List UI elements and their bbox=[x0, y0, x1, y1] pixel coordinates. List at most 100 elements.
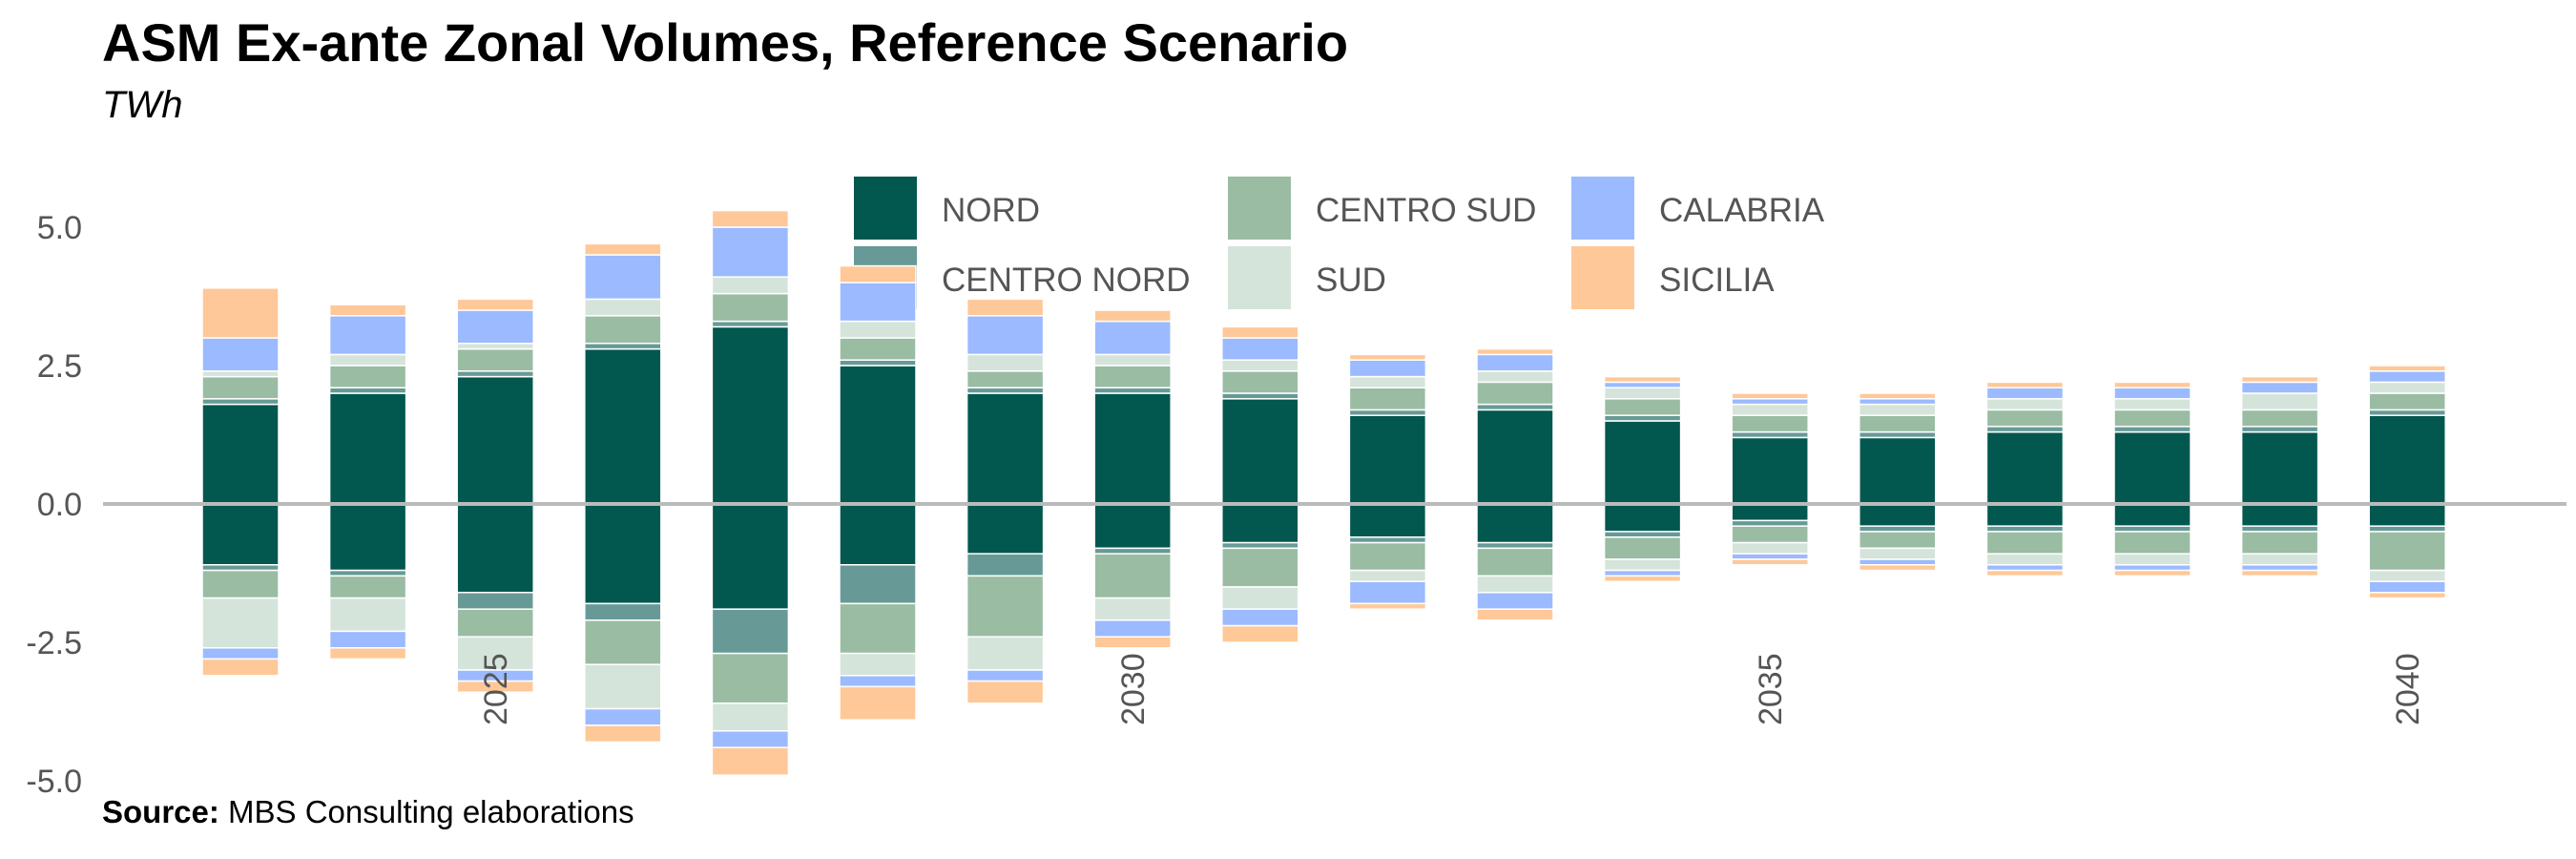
bar-nord-2027-pos bbox=[711, 325, 790, 505]
bar-centro-nord-2039-pos bbox=[2240, 426, 2319, 433]
bar-nord-2034-neg bbox=[1603, 503, 1682, 533]
bar-centro-nord-2037-neg bbox=[1985, 525, 2065, 533]
bar-sicilia-2035-neg bbox=[1731, 558, 1809, 566]
y-tick-label: 5.0 bbox=[37, 210, 82, 246]
bar-sud-2040-pos bbox=[2368, 381, 2446, 394]
bar-centro-nord-2035-neg bbox=[1731, 519, 1809, 527]
bar-nord-2029-pos bbox=[966, 392, 1045, 505]
bar-nord-2031-neg bbox=[1221, 503, 1299, 544]
bar-sicilia-2030-pos bbox=[1093, 309, 1172, 323]
bar-centro-sud-2039-pos bbox=[2240, 409, 2319, 428]
bar-sicilia-2036-pos bbox=[1859, 392, 1937, 400]
bar-sicilia-2036-neg bbox=[1859, 564, 1937, 572]
bar-calabria-2040-pos bbox=[2368, 370, 2446, 384]
bar-centro-sud-2038-pos bbox=[2113, 409, 2192, 428]
bar-centro-nord-2040-neg bbox=[2368, 525, 2446, 533]
bar-calabria-2036-pos bbox=[1859, 398, 1937, 406]
bar-sicilia-2024-neg bbox=[328, 647, 407, 660]
bar-calabria-2038-pos bbox=[2113, 387, 2192, 400]
bar-sicilia-2026-pos bbox=[584, 242, 662, 256]
bar-centro-nord-2033-pos bbox=[1476, 403, 1554, 411]
bar-centro-sud-2025-neg bbox=[456, 608, 534, 638]
legend-label-sicilia: SICILIA bbox=[1659, 262, 1775, 299]
bar-sud-2028-neg bbox=[839, 652, 917, 677]
bar-nord-2038-pos bbox=[2113, 430, 2192, 505]
bar-sicilia-2037-neg bbox=[1985, 569, 2065, 577]
source-label: Source: bbox=[102, 794, 219, 829]
bar-sicilia-2035-pos bbox=[1731, 392, 1809, 400]
bar-sicilia-2028-neg bbox=[839, 685, 917, 721]
bar-nord-2040-neg bbox=[2368, 503, 2446, 527]
bar-sud-2036-neg bbox=[1859, 547, 1937, 560]
bar-centro-nord-2028-pos bbox=[839, 359, 917, 367]
bar-sud-2033-pos bbox=[1476, 370, 1554, 384]
bar-nord-2037-pos bbox=[1985, 430, 2065, 505]
bar-sud-2023-pos bbox=[201, 370, 280, 378]
bar-centro-sud-2036-pos bbox=[1859, 414, 1937, 433]
bar-centro-sud-2024-neg bbox=[328, 575, 407, 599]
bar-nord-2035-pos bbox=[1731, 436, 1809, 505]
bar-nord-2023-neg bbox=[201, 503, 280, 566]
bar-sud-2029-neg bbox=[966, 636, 1045, 671]
bar-nord-2033-neg bbox=[1476, 503, 1554, 544]
bar-centro-nord-2024-neg bbox=[328, 569, 407, 577]
bar-sud-2039-pos bbox=[2240, 392, 2319, 411]
bar-calabria-2024-pos bbox=[328, 315, 407, 356]
bar-centro-nord-2038-neg bbox=[2113, 525, 2192, 533]
bar-calabria-2029-pos bbox=[966, 315, 1045, 356]
bar-sicilia-2030-neg bbox=[1093, 636, 1172, 649]
bar-sud-2032-pos bbox=[1348, 375, 1427, 388]
bar-nord-2029-neg bbox=[966, 503, 1045, 555]
bar-centro-nord-2036-pos bbox=[1859, 430, 1937, 439]
bar-nord-2024-pos bbox=[328, 392, 407, 505]
bar-sud-2035-neg bbox=[1731, 541, 1809, 555]
bar-sicilia-2032-neg bbox=[1348, 602, 1427, 610]
bar-centro-sud-2033-pos bbox=[1476, 381, 1554, 406]
bar-nord-2028-neg bbox=[839, 503, 917, 566]
bar-centro-nord-2030-pos bbox=[1093, 387, 1172, 394]
bar-sicilia-2028-pos bbox=[839, 264, 917, 283]
bar-nord-2025-pos bbox=[456, 375, 534, 505]
bar-nord-2030-pos bbox=[1093, 392, 1172, 505]
bar-calabria-2037-neg bbox=[1985, 564, 2065, 572]
bar-sicilia-2040-pos bbox=[2368, 365, 2446, 372]
bar-centro-sud-2027-neg bbox=[711, 652, 790, 704]
bar-calabria-2023-pos bbox=[201, 337, 280, 372]
bar-centro-sud-2023-neg bbox=[201, 569, 280, 599]
bar-centro-sud-2023-pos bbox=[201, 375, 280, 400]
bar-nord-2037-neg bbox=[1985, 503, 2065, 527]
bar-centro-nord-2028-neg bbox=[839, 564, 917, 605]
bar-calabria-2031-neg bbox=[1221, 608, 1299, 627]
bar-sicilia-2024-pos bbox=[328, 304, 407, 317]
bar-centro-nord-2023-neg bbox=[201, 564, 280, 572]
bar-sicilia-2034-neg bbox=[1603, 575, 1682, 582]
bar-centro-sud-2040-pos bbox=[2368, 392, 2446, 411]
bar-sud-2033-neg bbox=[1476, 575, 1554, 594]
legend-label-centro-sud: CENTRO SUD bbox=[1316, 192, 1537, 229]
bar-sud-2023-neg bbox=[201, 597, 280, 649]
chart-subtitle: TWh bbox=[102, 84, 183, 126]
bar-centro-sud-2035-pos bbox=[1731, 414, 1809, 433]
bar-centro-nord-2039-neg bbox=[2240, 525, 2319, 533]
bar-sicilia-2025-pos bbox=[456, 298, 534, 311]
bar-sud-2026-pos bbox=[584, 298, 662, 317]
bar-sicilia-2038-neg bbox=[2113, 569, 2192, 577]
bar-sicilia-2033-pos bbox=[1476, 347, 1554, 356]
bar-centro-sud-2031-pos bbox=[1221, 370, 1299, 394]
bar-sud-2029-pos bbox=[966, 353, 1045, 372]
bar-nord-2038-neg bbox=[2113, 503, 2192, 527]
bar-centro-nord-2029-pos bbox=[966, 387, 1045, 394]
bar-centro-sud-2034-neg bbox=[1603, 536, 1682, 560]
legend-label-sud: SUD bbox=[1316, 262, 1386, 299]
bar-calabria-2035-neg bbox=[1731, 553, 1809, 560]
bar-nord-2023-pos bbox=[201, 403, 280, 505]
bar-sicilia-2023-pos bbox=[201, 287, 280, 339]
bar-nord-2026-pos bbox=[584, 347, 662, 505]
bar-sud-2027-neg bbox=[711, 702, 790, 732]
bar-centro-sud-2029-pos bbox=[966, 370, 1045, 388]
bar-calabria-2027-neg bbox=[711, 730, 790, 748]
bar-calabria-2033-neg bbox=[1476, 592, 1554, 610]
bar-calabria-2040-neg bbox=[2368, 580, 2446, 594]
bar-centro-nord-2027-pos bbox=[711, 320, 790, 328]
